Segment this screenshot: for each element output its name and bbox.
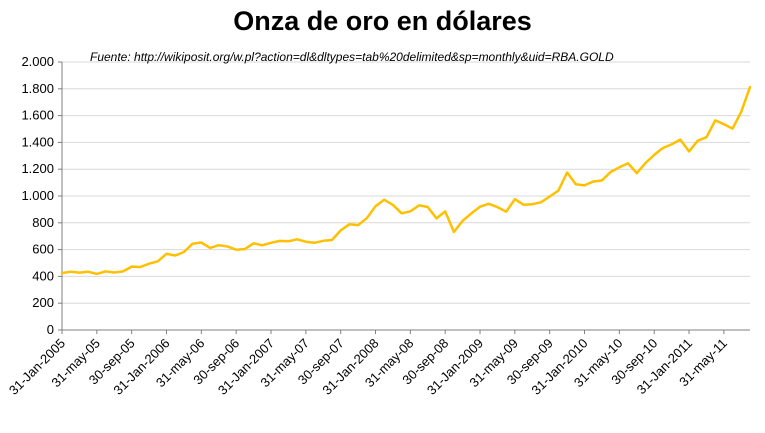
y-tick-label: 600 [32,242,54,257]
y-tick-label: 400 [32,268,54,283]
chart-title: Onza de oro en dólares [233,6,532,36]
chart-source-note: Fuente: http://wikiposit.org/w.pl?action… [90,50,614,64]
y-tick-label: 800 [32,215,54,230]
y-tick-label: 2.000 [21,54,54,69]
gold-price-line [60,85,752,276]
y-tick-label: 1.200 [21,161,54,176]
y-tick-label: 1.000 [21,188,54,203]
y-tick-label: 0 [47,322,54,337]
y-tick-label: 1.800 [21,81,54,96]
y-tick-label: 200 [32,295,54,310]
y-tick-label: 1.600 [21,108,54,123]
y-tick-label: 1.400 [21,134,54,149]
